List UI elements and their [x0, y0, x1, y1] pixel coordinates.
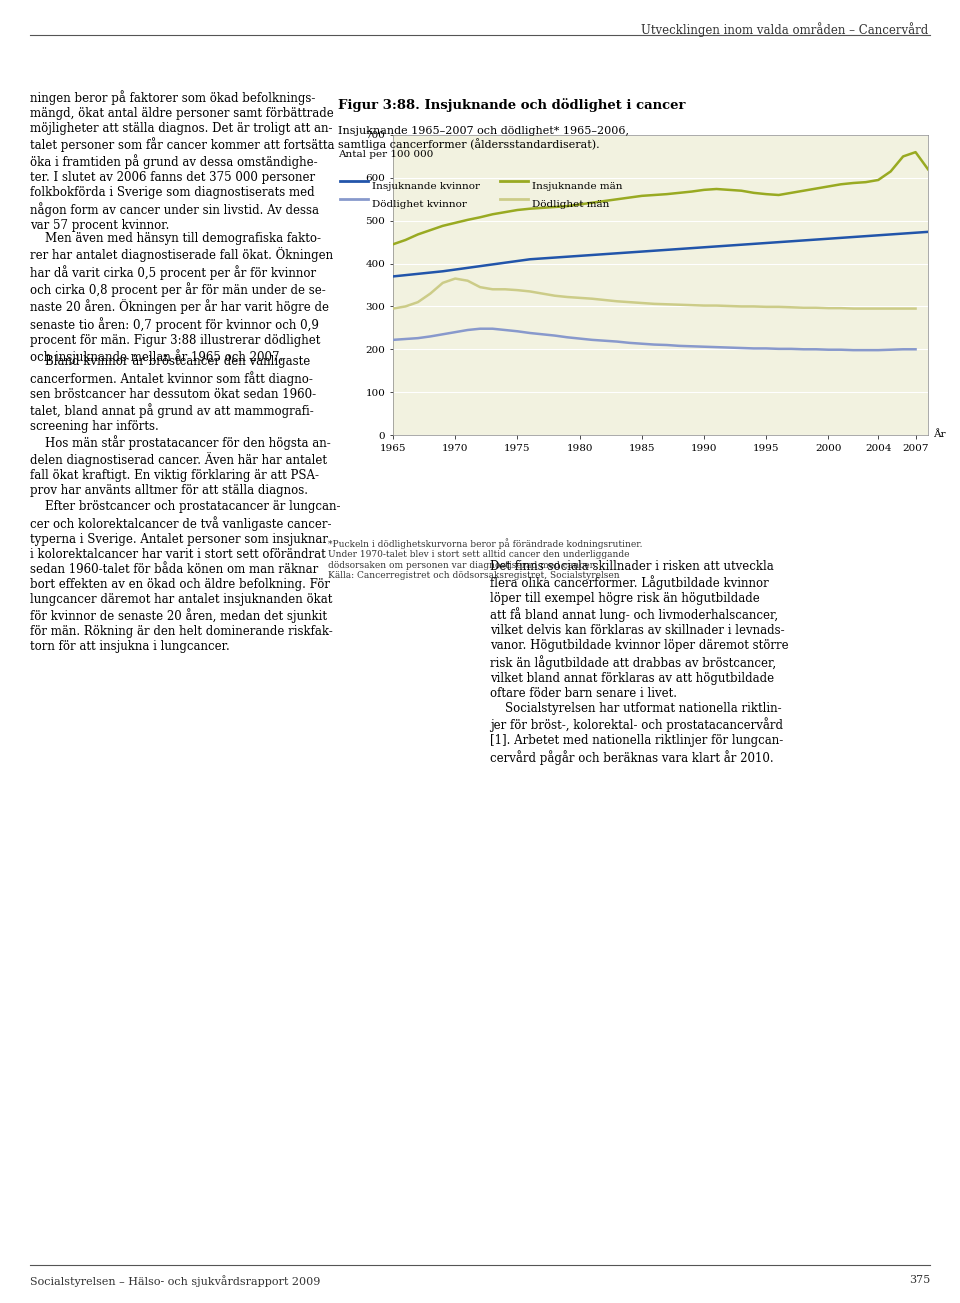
Text: Insjuknande kvinnor: Insjuknande kvinnor: [372, 182, 480, 192]
Text: Men även med hänsyn till demografiska fakto-
rer har antalet diagnostiserade fal: Men även med hänsyn till demografiska fa…: [30, 232, 333, 364]
Text: Dödlighet kvinnor: Dödlighet kvinnor: [372, 199, 467, 208]
Text: Insjuknande 1965–2007 och dödlighet* 1965–2006,
samtliga cancerformer (ålderssta: Insjuknande 1965–2007 och dödlighet* 196…: [338, 126, 629, 150]
Text: Dödlighet män: Dödlighet män: [532, 199, 610, 208]
Text: Insjuknande män: Insjuknande män: [532, 182, 622, 192]
Text: Bland kvinnor är bröstcancer den vanligaste
cancerformen. Antalet kvinnor som få: Bland kvinnor är bröstcancer den vanliga…: [30, 356, 316, 433]
Text: 375: 375: [909, 1276, 930, 1285]
Text: Efter bröstcancer och prostatacancer är lungcan-
cer och kolorektalcancer de två: Efter bröstcancer och prostatacancer är …: [30, 500, 341, 653]
Text: Det finns sociala skillnader i risken att utveckla
flera olika cancerformer. Låg: Det finns sociala skillnader i risken at…: [490, 560, 788, 700]
Text: ningen beror på faktorer som ökad befolknings-
mängd, ökat antal äldre personer : ningen beror på faktorer som ökad befolk…: [30, 90, 334, 232]
Text: Socialstyrelsen har utformat nationella riktlin-
jer för bröst-, kolorektal- och: Socialstyrelsen har utformat nationella …: [490, 702, 783, 765]
Text: Utvecklingen inom valda områden – Cancervård: Utvecklingen inom valda områden – Cancer…: [640, 22, 928, 36]
Text: *Puckeln i dödlighetskurvorna beror på förändrade kodningsrutiner.
Under 1970-ta: *Puckeln i dödlighetskurvorna beror på f…: [328, 538, 642, 580]
Text: År: År: [933, 430, 946, 439]
Text: Figur 3:88. Insjuknande och dödlighet i cancer: Figur 3:88. Insjuknande och dödlighet i …: [338, 98, 685, 112]
Text: Socialstyrelsen – Hälso- och sjukvårdsrapport 2009: Socialstyrelsen – Hälso- och sjukvårdsra…: [30, 1276, 321, 1287]
Text: Hos män står prostatacancer för den högsta an-
delen diagnostiserad cancer. Även: Hos män står prostatacancer för den högs…: [30, 435, 331, 498]
Text: Antal per 100 000: Antal per 100 000: [338, 150, 433, 159]
